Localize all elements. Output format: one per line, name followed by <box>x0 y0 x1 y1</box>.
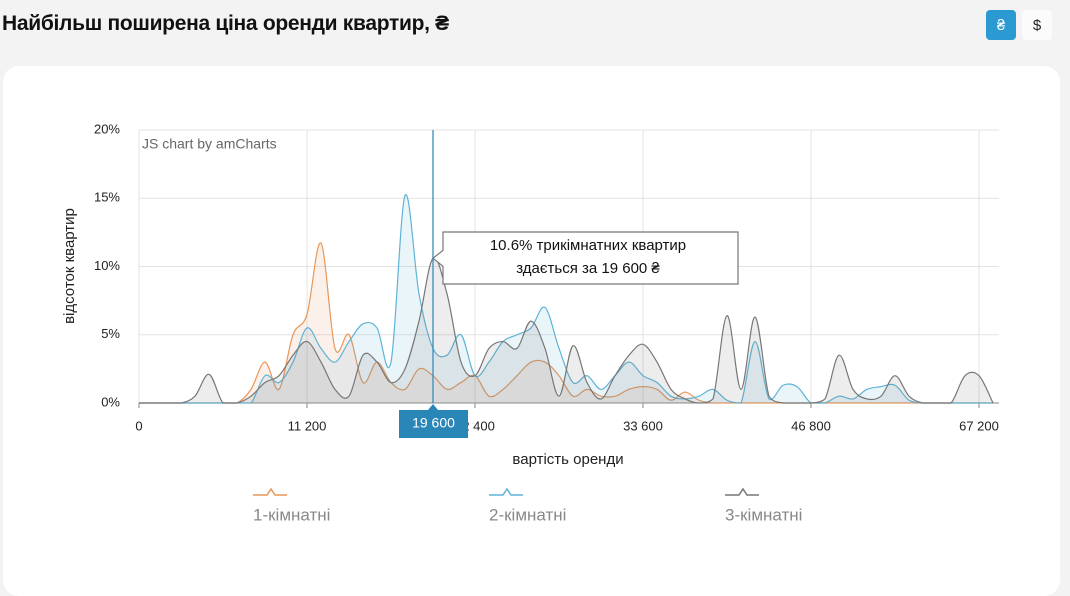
line <box>139 242 993 404</box>
page-title: Найбільш поширена ціна оренди квартир, ₴ <box>2 12 449 35</box>
tooltip-text: 10.6% трикімнатних квартир <box>490 237 686 254</box>
legend-label: 1-кімнатні <box>253 505 330 524</box>
legend-marker <box>725 487 759 496</box>
legend-marker <box>253 487 287 496</box>
y-tick-label: 20% <box>94 121 120 136</box>
chart-card <box>3 66 1060 596</box>
y-axis-label: відсоток квартир <box>61 208 78 324</box>
x-tick-label: 46 800 <box>791 418 831 433</box>
legend-label: 2-кімнатні <box>489 505 566 524</box>
line <box>139 257 994 404</box>
x-tick-label: 33 600 <box>623 418 663 433</box>
currency-button[interactable]: $ <box>1022 10 1052 40</box>
y-tick-label: 15% <box>94 190 120 205</box>
tooltip-text: здається за 19 600 ₴ <box>516 260 660 277</box>
chart: 0%5%10%15%20%0 11 200 22 400 33 600 46 800 67… <box>61 121 999 524</box>
legend-marker <box>489 487 523 496</box>
x-tick-label: 0 <box>135 418 142 433</box>
tooltip-box <box>432 231 739 285</box>
line <box>139 193 993 404</box>
credit: JS chart by amCharts <box>142 136 277 152</box>
x-tick-label: 11 200 <box>288 418 327 433</box>
area <box>139 242 993 403</box>
area <box>139 194 993 403</box>
cursor-label-box <box>399 404 468 438</box>
y-tick-label: 5% <box>101 326 120 341</box>
y-tick-label: 0% <box>101 394 120 409</box>
x-axis-label: вартість оренди <box>512 451 623 468</box>
currency-button[interactable]: ₴ <box>986 10 1016 40</box>
x-tick-label: 67 200 <box>959 418 999 433</box>
cursor-label: 19 600 <box>412 415 455 431</box>
legend-label: 3-кімнатні <box>725 505 802 524</box>
y-tick-label: 10% <box>94 258 120 273</box>
page: {"header": {"title": "Найбільш поширена … <box>2 10 1060 596</box>
